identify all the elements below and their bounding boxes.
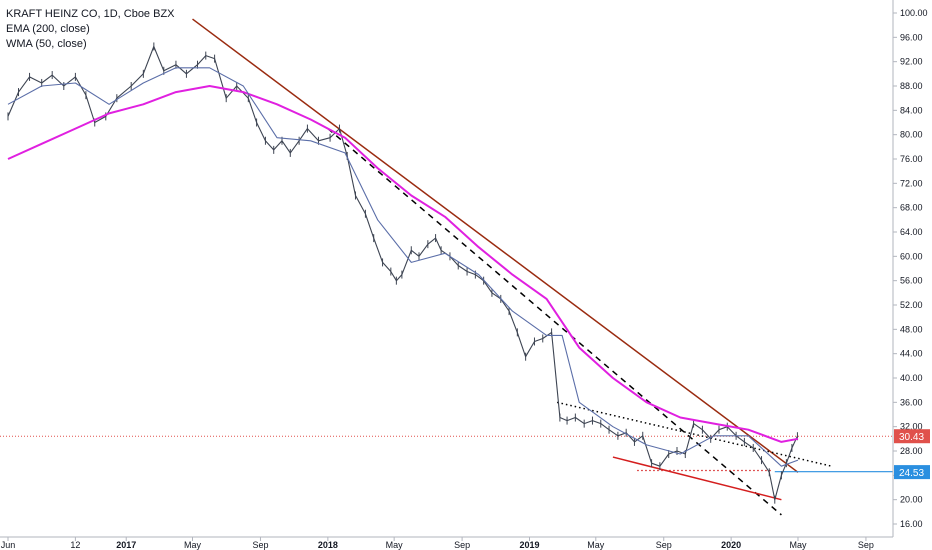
y-tick-label: 56.00 <box>900 276 923 286</box>
y-tick-label: 28.00 <box>900 446 923 456</box>
x-tick-label: Sep <box>454 540 470 550</box>
x-tick-label: May <box>587 540 605 550</box>
drawing-trend-dashed <box>327 128 782 516</box>
y-tick-label: 64.00 <box>900 227 923 237</box>
drawing-trend-dotted <box>556 401 832 467</box>
x-axis: Jun 12 2017 May Sep 2018 May Sep 2019 May Sep 2020 M… <box>0 536 893 550</box>
y-tick-label: 96.00 <box>900 32 923 42</box>
y-tick-label: 72.00 <box>900 178 923 188</box>
y-tick-label: 44.00 <box>900 349 923 359</box>
drawing-trend-main <box>192 18 799 473</box>
price-badges: 30.43 24.53 <box>894 429 930 480</box>
drawing-channel-lower <box>612 456 782 501</box>
y-tick-label: 20.00 <box>900 495 923 505</box>
x-tick-label: 2018 <box>318 540 338 550</box>
x-tick-label: 2020 <box>721 540 741 550</box>
support-price-badge <box>894 465 930 480</box>
y-tick-label: 36.00 <box>900 397 923 407</box>
x-tick-label: Sep <box>858 540 874 550</box>
x-tick-label: 12 <box>70 540 80 550</box>
y-tick-label: 32.00 <box>900 422 923 432</box>
y-tick-label: 92.00 <box>900 57 923 67</box>
y-tick-label: 100.00 <box>900 8 928 18</box>
y-tick-label: 16.00 <box>900 519 923 529</box>
x-tick-label: 2017 <box>116 540 136 550</box>
wma-50-line <box>7 67 799 467</box>
x-tick-label: May <box>789 540 807 550</box>
x-tick-label: 2019 <box>519 540 539 550</box>
current-price-badge <box>894 429 930 444</box>
y-tick-label: 48.00 <box>900 324 923 334</box>
y-tick-label: 80.00 <box>900 130 923 140</box>
y-tick-label: 84.00 <box>900 105 923 115</box>
chart-legend: KRAFT HEINZ CO, 1D, Cboe BZX EMA (200, c… <box>6 7 175 52</box>
x-tick-label: Sep <box>656 540 672 550</box>
y-tick-label: 40.00 <box>900 373 923 383</box>
legend-wma: WMA (50, close) <box>6 38 87 50</box>
current-price-label: 30.43 <box>899 432 924 443</box>
y-tick-label: 52.00 <box>900 300 923 310</box>
y-axis: 100.00 96.00 92.00 88.00 84.00 80.00 76.00 72.0… <box>892 0 928 537</box>
x-tick-label: Jun <box>1 540 16 550</box>
y-tick-label: 88.00 <box>900 81 923 91</box>
x-tick-label: May <box>184 540 202 550</box>
chart-title: KRAFT HEINZ CO, 1D, Cboe BZX <box>6 8 175 20</box>
legend-ema: EMA (200, close) <box>6 23 90 35</box>
price-line <box>7 45 798 501</box>
plot-area <box>0 18 893 516</box>
y-tick-label: 60.00 <box>900 251 923 261</box>
support-price-label: 24.53 <box>899 468 924 479</box>
ema-200-line <box>7 85 799 443</box>
x-tick-label: May <box>386 540 404 550</box>
y-tick-label: 76.00 <box>900 154 923 164</box>
x-tick-label: Sep <box>252 540 268 550</box>
y-tick-label: 68.00 <box>900 203 923 213</box>
